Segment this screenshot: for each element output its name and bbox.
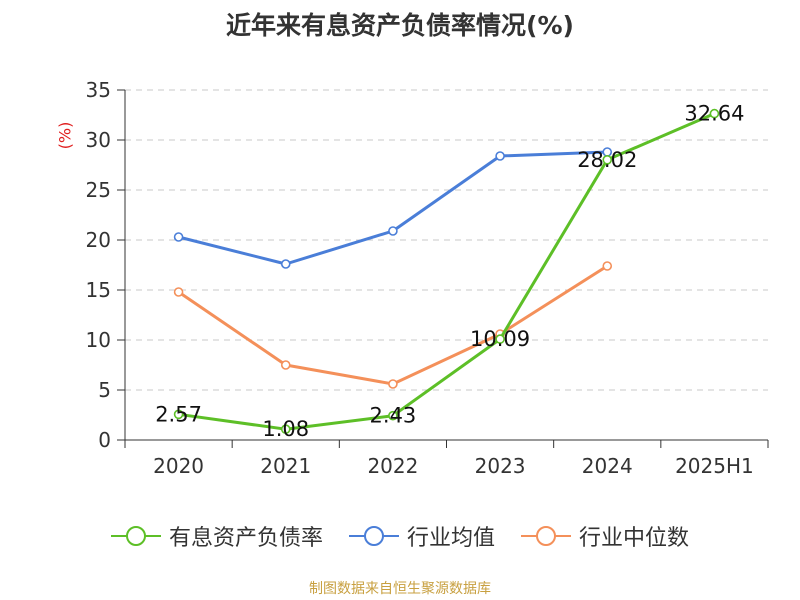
- legend-label: 行业中位数: [579, 526, 690, 551]
- legend-item-series-2[interactable]: 行业中位数: [521, 520, 689, 552]
- y-tick-label: 10: [86, 328, 111, 352]
- data-point-series-1: [388, 226, 398, 236]
- legend: 有息资产负债率 行业均值 行业中位数: [0, 520, 800, 552]
- chart-title: 近年来有息资产负债率情况(%): [226, 11, 574, 40]
- data-label: 10.09: [470, 327, 530, 351]
- data-point-series-2: [388, 379, 398, 389]
- y-tick-label: 20: [86, 228, 111, 252]
- y-tick-label: 0: [98, 428, 111, 452]
- data-point-series-0: [495, 334, 505, 344]
- x-tick-label: 2025H1: [675, 454, 754, 478]
- legend-label: 有息资产负债率: [168, 526, 323, 551]
- data-label: 1.08: [262, 417, 309, 441]
- data-point-series-1: [173, 232, 184, 242]
- data-point-series-1: [495, 151, 505, 161]
- series-line-2: [177, 264, 609, 386]
- data-label: 2.57: [155, 402, 202, 426]
- data-point-series-0: [602, 155, 613, 165]
- legend-item-series-0[interactable]: 有息资产负债率: [110, 520, 323, 552]
- y-tick-label: 30: [86, 128, 111, 152]
- legend-label: 行业均值: [406, 526, 495, 551]
- y-tick-label: 15: [86, 278, 111, 302]
- legend-marker-icon: [110, 526, 161, 546]
- y-tick-label: 35: [86, 78, 111, 102]
- data-point-series-1: [280, 259, 291, 269]
- y-tick-label: 5: [98, 378, 111, 402]
- x-tick-label: 2024: [582, 454, 633, 478]
- data-point-series-2: [280, 360, 291, 370]
- y-tick-label: 25: [86, 178, 111, 202]
- x-tick-label: 2020: [153, 454, 204, 478]
- x-tick-label: 2021: [260, 454, 311, 478]
- data-point-series-0: [173, 409, 184, 420]
- x-tick-label: 2023: [475, 454, 526, 478]
- legend-marker-icon: [521, 526, 571, 546]
- x-tick-label: 2022: [367, 454, 418, 478]
- legend-item-series-1[interactable]: 行业均值: [348, 520, 495, 552]
- series-line-0: [178, 112, 716, 431]
- data-label: 32.64: [684, 102, 744, 126]
- data-point-series-0: [388, 410, 398, 421]
- series-line-1: [178, 150, 608, 266]
- data-point-series-0: [280, 424, 291, 435]
- data-source-footer: 制图数据来自恒生聚源数据库: [309, 581, 491, 597]
- data-point-series-2: [602, 261, 613, 271]
- data-label: 28.02: [577, 148, 637, 172]
- data-label: 2.43: [370, 404, 417, 428]
- data-point-series-2: [173, 287, 184, 297]
- legend-marker-icon: [348, 526, 399, 546]
- data-point-series-0: [709, 108, 720, 119]
